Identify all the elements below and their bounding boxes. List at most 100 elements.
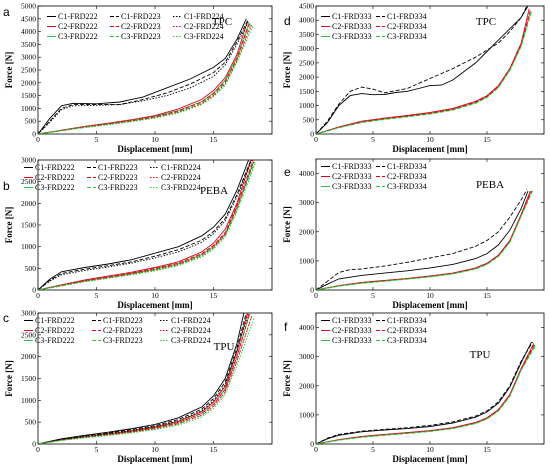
y-tick-label: 3000 xyxy=(299,198,314,207)
legend-entry: C1-FRD334 xyxy=(387,162,427,171)
series-line-c2-frd334 xyxy=(316,190,532,290)
x-tick-label: 5 xyxy=(95,135,99,144)
series-line-c2-frd334 xyxy=(316,343,536,444)
y-tick-label: 2000 xyxy=(21,352,36,361)
x-tick-label: 10 xyxy=(426,291,434,300)
series-line-c2-frd333 xyxy=(316,343,535,444)
legend-entry: C3-FRD334 xyxy=(387,32,427,41)
legend-entry: C1-FRD224 xyxy=(184,12,224,21)
y-tick-label: 0 xyxy=(310,130,314,139)
series-line-c1-frd334 xyxy=(316,341,533,444)
legend-entry: C3-FRD223 xyxy=(121,32,161,41)
legend-entry: C3-FRD222 xyxy=(35,336,75,345)
legend-entry: C1-FRD222 xyxy=(35,163,75,172)
y-tick-label: 1500 xyxy=(299,87,314,96)
series-line-c1-frd222 xyxy=(38,160,250,290)
legend-entry: C1-FRD334 xyxy=(387,12,427,21)
x-tick-label: 0 xyxy=(36,135,40,144)
x-tick-label: 15 xyxy=(210,445,218,454)
legend-entry: C2-FRD222 xyxy=(35,326,75,335)
y-tick-label: 0 xyxy=(32,286,36,295)
x-axis-label: Displacement [mm] xyxy=(117,144,192,154)
x-tick-label: 15 xyxy=(483,291,491,300)
x-axis-label: Displacement [mm] xyxy=(392,454,467,464)
legend-entry: C3-FRD223 xyxy=(103,336,143,345)
x-axis-label: Displacement [mm] xyxy=(117,300,192,310)
y-tick-label: 2000 xyxy=(21,199,36,208)
legend-entry: C1-FRD223 xyxy=(121,12,161,21)
series-line-c3-frd333 xyxy=(316,190,532,290)
series-line-c2-frd334 xyxy=(316,10,531,134)
series-line-c3-frd224 xyxy=(38,25,254,134)
series-line-c1-frd334 xyxy=(316,189,528,290)
y-tick-label: 500 xyxy=(303,115,315,124)
y-tick-label: 0 xyxy=(32,130,36,139)
x-tick-label: 10 xyxy=(151,135,159,144)
legend-entry: C3-FRD333 xyxy=(332,336,372,345)
series-line-c2-frd224 xyxy=(38,160,255,290)
chart-title: TPC xyxy=(476,16,496,28)
legend-entry: C3-FRD334 xyxy=(387,336,427,345)
panel-tag: a xyxy=(3,5,10,19)
chart-panel-f: 0 1000 2000 3000 4000 0 5 10 15 Displacement [mm]… xyxy=(282,312,545,464)
y-tick-label: 3000 xyxy=(21,156,36,165)
series-line-c3-frd224 xyxy=(38,317,255,444)
series-line-c2-frd223 xyxy=(38,22,251,134)
x-tick-label: 15 xyxy=(210,135,218,144)
legend-entry: C2-FRD333 xyxy=(332,172,372,181)
y-axis-label: Force [N] xyxy=(282,206,292,243)
legend-entry: C1-FRD333 xyxy=(332,12,372,21)
y-axis-label: Force [N] xyxy=(282,360,292,397)
legend-entry: C1-FRD222 xyxy=(35,316,75,325)
legend-entry: C1-FRD333 xyxy=(332,316,372,325)
x-tick-label: 5 xyxy=(371,291,375,300)
x-tick-label: 10 xyxy=(426,135,434,144)
x-tick-label: 0 xyxy=(36,445,40,454)
y-tick-label: 3000 xyxy=(21,53,36,62)
series-line-c1-frd334 xyxy=(316,6,528,134)
chart-title: TPC xyxy=(212,16,232,28)
y-tick-label: 2500 xyxy=(21,66,36,75)
series-line-c1-frd223 xyxy=(38,160,252,290)
y-axis-label: Force [N] xyxy=(4,360,14,397)
y-tick-label: 2500 xyxy=(21,177,36,186)
series-line-c1-frd224 xyxy=(38,21,250,134)
x-tick-label: 0 xyxy=(314,135,318,144)
panel-tag: d xyxy=(284,14,291,28)
y-tick-label: 500 xyxy=(25,117,37,126)
series-line-c1-frd333 xyxy=(316,341,532,444)
y-tick-label: 4500 xyxy=(299,2,314,11)
chart-panel-d: 0 500 1000 1500 2000 2500 3000 3500 4000 4500 0 5 10… xyxy=(282,2,545,154)
legend-entry: C1-FRD224 xyxy=(171,316,211,325)
chart-title: PEBA xyxy=(476,179,504,191)
y-tick-label: 1000 xyxy=(21,242,36,251)
chart-title: TPU xyxy=(470,349,491,361)
legend-entry: C3-FRD333 xyxy=(332,182,372,191)
y-tick-label: 0 xyxy=(310,440,314,449)
series-line-c2-frd333 xyxy=(316,190,531,290)
panel-tag: f xyxy=(284,320,288,334)
series-line-c1-frd222 xyxy=(38,18,247,134)
x-axis-label: Displacement [mm] xyxy=(392,300,467,310)
x-tick-label: 5 xyxy=(95,291,99,300)
series-line-c1-frd333 xyxy=(316,190,529,290)
legend-entry: C3-FRD222 xyxy=(35,183,75,192)
legend-entry: C3-FRD334 xyxy=(387,182,427,191)
chart-title: TPU xyxy=(214,341,235,353)
chart-panel-b: 0 500 1000 1500 2000 2500 3000 0 5 10 15 Displaceme… xyxy=(3,156,273,310)
chart-title: PEBA xyxy=(200,185,228,197)
legend-entry: C2-FRD334 xyxy=(387,326,427,335)
y-tick-label: 2000 xyxy=(299,227,314,236)
legend-entry: C3-FRD224 xyxy=(161,183,201,192)
legend-entry: C2-FRD224 xyxy=(184,22,224,31)
y-tick-label: 1500 xyxy=(21,91,36,100)
series-line-c1-frd333 xyxy=(316,6,529,134)
y-tick-label: 0 xyxy=(310,286,314,295)
y-tick-label: 2000 xyxy=(299,381,314,390)
legend-entry: C2-FRD222 xyxy=(58,22,98,31)
x-tick-label: 0 xyxy=(314,445,318,454)
y-tick-label: 2000 xyxy=(299,73,314,82)
y-tick-label: 1500 xyxy=(21,221,36,230)
legend-entry: C1-FRD334 xyxy=(387,316,427,325)
